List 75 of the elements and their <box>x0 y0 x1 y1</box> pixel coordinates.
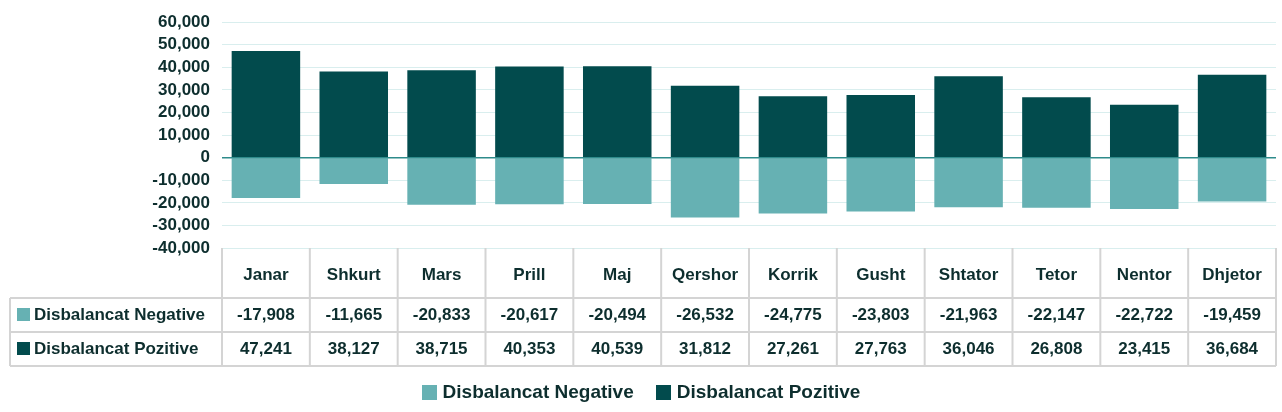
data-label: -20,617 <box>500 304 559 324</box>
bar <box>583 158 652 204</box>
bar <box>231 158 301 199</box>
data-label: 23,415 <box>1118 338 1171 358</box>
legend-label: Disbalancat Pozitive <box>34 338 199 358</box>
data-label: -11,665 <box>325 304 383 324</box>
x-tick-label: Gusht <box>856 264 906 284</box>
data-label: 38,715 <box>415 338 468 358</box>
data-label: 40,539 <box>591 338 644 358</box>
x-tick-label: Dhjetor <box>1202 264 1263 284</box>
x-tick-label: Qershor <box>672 264 739 284</box>
y-tick-label: 20,000 <box>158 102 210 122</box>
bar <box>407 158 476 205</box>
data-label: 38,127 <box>327 338 380 358</box>
data-label: -20,494 <box>588 304 647 324</box>
text: Disbalancat Negative <box>442 381 634 402</box>
bar <box>670 158 740 218</box>
bar <box>495 66 564 158</box>
y-tick-label: 60,000 <box>158 11 210 31</box>
data-label: 40,353 <box>503 338 556 358</box>
y-tick-label: 10,000 <box>158 124 210 144</box>
bar <box>1109 104 1179 158</box>
bar <box>934 76 1003 158</box>
x-tick-label: Mars <box>421 264 462 284</box>
y-tick-label: 30,000 <box>158 79 210 99</box>
legend-label: Disbalancat Negative <box>34 304 206 324</box>
data-label: -22,147 <box>1027 304 1086 324</box>
bar <box>1197 158 1267 202</box>
bar <box>495 158 564 205</box>
data-label: 36,046 <box>942 338 995 358</box>
x-tick-label: Shkurt <box>326 264 382 284</box>
y-tick-label: 0 <box>200 147 210 167</box>
bar <box>319 71 389 158</box>
bar <box>670 85 740 158</box>
bar <box>1197 74 1267 158</box>
data-label: -23,803 <box>851 304 910 324</box>
bar <box>319 158 389 185</box>
data-label: 47,241 <box>239 338 292 358</box>
x-tick-label: Maj <box>603 264 632 284</box>
x-tick-label: Shtator <box>938 264 999 284</box>
y-tick-label: -20,000 <box>152 192 210 212</box>
y-tick-label: -10,000 <box>152 169 210 189</box>
data-label: 26,808 <box>1030 338 1083 358</box>
data-label: -21,963 <box>939 304 998 324</box>
y-tick-label: -30,000 <box>152 215 210 235</box>
bar <box>1022 158 1091 208</box>
data-label: 31,812 <box>679 338 732 358</box>
bar <box>231 51 301 158</box>
bar <box>758 158 828 214</box>
bar <box>1022 97 1091 158</box>
data-label: -26,532 <box>676 304 734 324</box>
bar <box>846 158 916 212</box>
x-tick-label: Nentor <box>1116 264 1173 284</box>
bar <box>583 66 652 158</box>
data-label: -17,908 <box>237 304 295 324</box>
bar <box>934 158 1003 208</box>
data-label: -19,459 <box>1203 304 1261 324</box>
y-tick-label: 40,000 <box>158 57 210 77</box>
bar <box>407 70 476 158</box>
data-label: 36,684 <box>1206 338 1259 358</box>
data-label: -20,833 <box>412 304 471 324</box>
data-label: -22,722 <box>1115 304 1174 324</box>
x-tick-label: Korrik <box>767 264 819 284</box>
data-label: -24,775 <box>764 304 822 324</box>
data-label: 27,763 <box>854 338 907 358</box>
data-label: 27,261 <box>766 338 819 358</box>
text: Disbalancat Pozitive <box>676 381 861 402</box>
y-tick-label: -40,000 <box>152 237 210 257</box>
x-tick-label: Prill <box>513 264 546 284</box>
bar <box>846 94 916 158</box>
x-tick-label: Tetor <box>1035 264 1078 284</box>
bar <box>758 96 828 158</box>
x-tick-label: Janar <box>243 264 289 284</box>
y-tick-label: 50,000 <box>158 34 210 54</box>
bar <box>1109 158 1179 209</box>
